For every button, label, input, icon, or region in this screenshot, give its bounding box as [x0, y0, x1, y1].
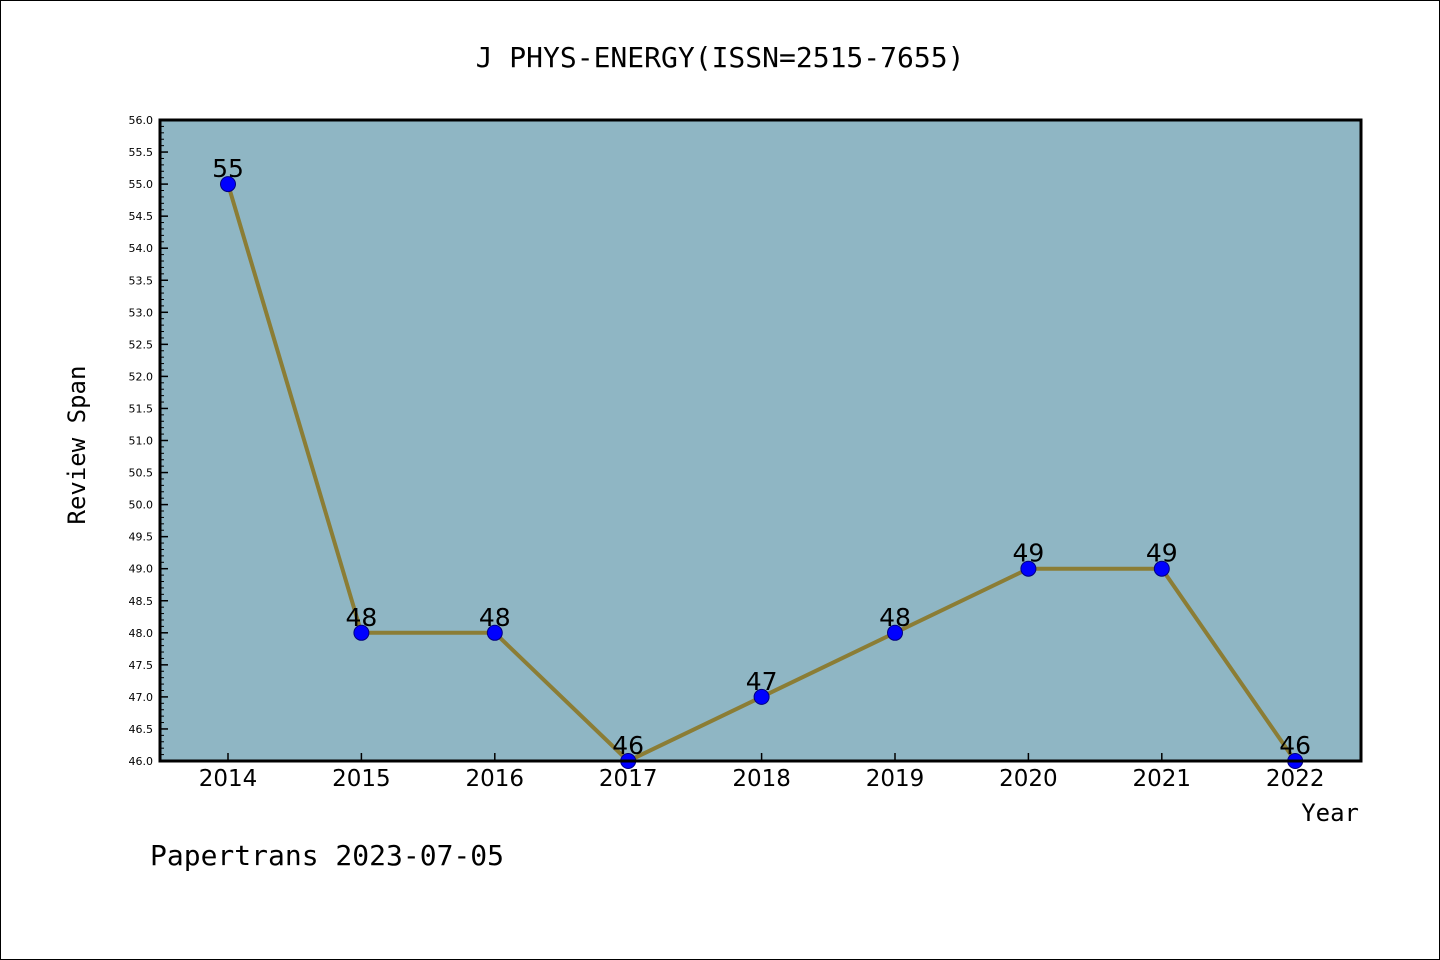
x-tick-label: 2019	[866, 766, 925, 792]
y-tick-label: 55.5	[129, 146, 154, 159]
y-tick-label: 52.5	[129, 338, 154, 351]
x-tick-label: 2018	[732, 766, 791, 792]
footer-date-stamp: Papertrans 2023-07-05	[150, 839, 504, 872]
data-value-label: 46	[612, 731, 644, 760]
x-tick-label: 2016	[466, 766, 525, 792]
data-value-label: 48	[879, 603, 911, 632]
data-point-marker	[887, 624, 903, 641]
data-point-marker	[753, 688, 770, 705]
x-axis-ticks: 2014 2015 2016 2017 2018 2019 2020 2021 2022	[199, 753, 1325, 792]
y-tick-label: 46.0	[129, 755, 154, 768]
data-point-marker	[1020, 560, 1037, 577]
y-tick-label: 52.0	[129, 370, 154, 383]
y-tick-label: 55.0	[129, 178, 154, 191]
data-value-label: 48	[479, 603, 511, 632]
x-axis-label: Year	[1301, 799, 1359, 827]
data-point-marker	[1153, 560, 1170, 577]
x-tick-label: 2017	[599, 766, 658, 792]
y-axis-label: Review Span	[63, 366, 91, 525]
x-tick-label: 2015	[332, 766, 391, 792]
data-value-label: 49	[1012, 539, 1044, 568]
data-point-marker	[486, 624, 503, 641]
y-axis-ticks: 46.0 46.5 47.0 47.5 48.0 48.5 49.0 49.5 50.0 50.5…	[129, 114, 168, 768]
y-tick-label: 53.0	[129, 306, 154, 319]
plot-area	[160, 120, 1361, 761]
y-tick-label: 48.0	[129, 627, 154, 640]
x-tick-label: 2021	[1133, 766, 1192, 792]
y-tick-label: 53.5	[129, 274, 154, 287]
plot-frame	[158, 118, 1363, 763]
data-labels: 55 48 48 46 47 48 49 49 46	[212, 154, 1311, 760]
y-tick-label: 51.0	[129, 435, 154, 448]
data-point-marker	[220, 176, 236, 193]
y-tick-label: 46.5	[129, 723, 154, 736]
data-value-label: 48	[345, 603, 377, 632]
chart-title: J PHYS-ENERGY(ISSN=2515-7655)	[476, 41, 965, 74]
y-tick-label: 50.0	[129, 499, 154, 512]
y-tick-label: 49.0	[129, 563, 154, 576]
y-tick-label: 51.5	[129, 402, 154, 415]
data-value-label: 47	[746, 667, 778, 696]
data-point-marker	[353, 624, 370, 641]
y-tick-label: 56.0	[129, 114, 154, 127]
x-tick-label: 2014	[199, 766, 258, 792]
data-value-label: 49	[1146, 539, 1178, 568]
data-value-label: 55	[212, 154, 244, 183]
y-tick-label: 47.0	[129, 691, 154, 704]
y-tick-label: 49.5	[129, 531, 154, 544]
x-tick-label: 2022	[1266, 766, 1325, 792]
y-tick-label: 48.5	[129, 595, 154, 608]
y-tick-label: 54.5	[129, 210, 154, 223]
x-tick-label: 2020	[999, 766, 1058, 792]
data-value-label: 46	[1279, 731, 1311, 760]
y-tick-label: 50.5	[129, 467, 154, 480]
y-tick-label: 54.0	[129, 242, 154, 255]
y-tick-label: 47.5	[129, 659, 154, 672]
